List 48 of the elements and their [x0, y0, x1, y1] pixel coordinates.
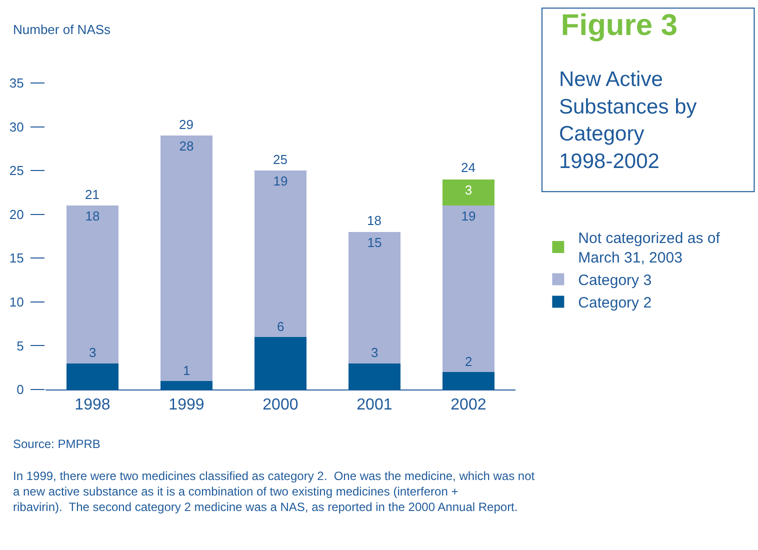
y-tick-label: 20 — [9, 206, 24, 222]
bar — [160, 380, 212, 390]
bar — [348, 363, 400, 390]
y-axis-title: Number of NASs — [13, 22, 112, 37]
bar — [442, 206, 494, 372]
total-label: 25 — [273, 152, 288, 167]
data-label: 19 — [273, 174, 288, 189]
total-label: 29 — [179, 117, 194, 132]
bar — [254, 336, 306, 390]
bar — [442, 372, 494, 390]
data-label: 15 — [367, 234, 382, 250]
data-label: 6 — [277, 319, 284, 334]
bar — [160, 136, 212, 381]
legend-label: Category 2 — [578, 294, 652, 312]
y-tick-label: 25 — [9, 163, 24, 178]
x-tick-label: 2000 — [262, 396, 298, 414]
text: New Active Substances by Category 1998-2002 — [559, 68, 698, 173]
legend-label: Category 3 — [578, 272, 652, 290]
text: In 1999, there were two medicines classified as category 2. One was the medicine, which was not a new active substance as it is a combination of two existing medicines (interferon + ribavirin). The second category 2 medicine was a NAS, as reported in the 2000 Annual Report. — [13, 469, 536, 514]
data-label: 18 — [85, 208, 100, 224]
data-label: 28 — [179, 138, 194, 154]
y-tick-label: 15 — [9, 250, 24, 266]
x-tick-label: 2002 — [450, 396, 486, 414]
y-tick-label: 0 — [16, 382, 24, 398]
data-label: 2 — [465, 354, 472, 369]
y-tick-label: 30 — [9, 119, 24, 134]
total-label: 24 — [461, 160, 476, 175]
y-tick-label: 5 — [16, 338, 24, 354]
text: Figure 3 — [560, 8, 678, 42]
source-note: Source: PMPRB — [13, 437, 100, 451]
data-label: 3 — [89, 345, 96, 360]
data-label: 19 — [461, 208, 476, 224]
bar — [66, 206, 118, 364]
total-label: 18 — [367, 213, 382, 228]
total-label: 21 — [85, 187, 100, 202]
data-label: 1 — [183, 363, 190, 378]
bar — [66, 363, 118, 390]
x-tick-label: 2001 — [356, 396, 392, 414]
x-tick-label: 1999 — [168, 396, 204, 414]
x-tick-label: 1998 — [74, 396, 110, 414]
data-label: 3 — [371, 345, 378, 360]
bar — [348, 232, 400, 364]
data-label: 3 — [464, 182, 472, 198]
bar — [442, 179, 494, 206]
y-tick-label: 10 — [9, 294, 24, 310]
y-tick-label: 35 — [9, 76, 24, 91]
legend-label: Not categorized as of March 31, 2003 — [578, 230, 721, 267]
bar — [254, 170, 306, 337]
